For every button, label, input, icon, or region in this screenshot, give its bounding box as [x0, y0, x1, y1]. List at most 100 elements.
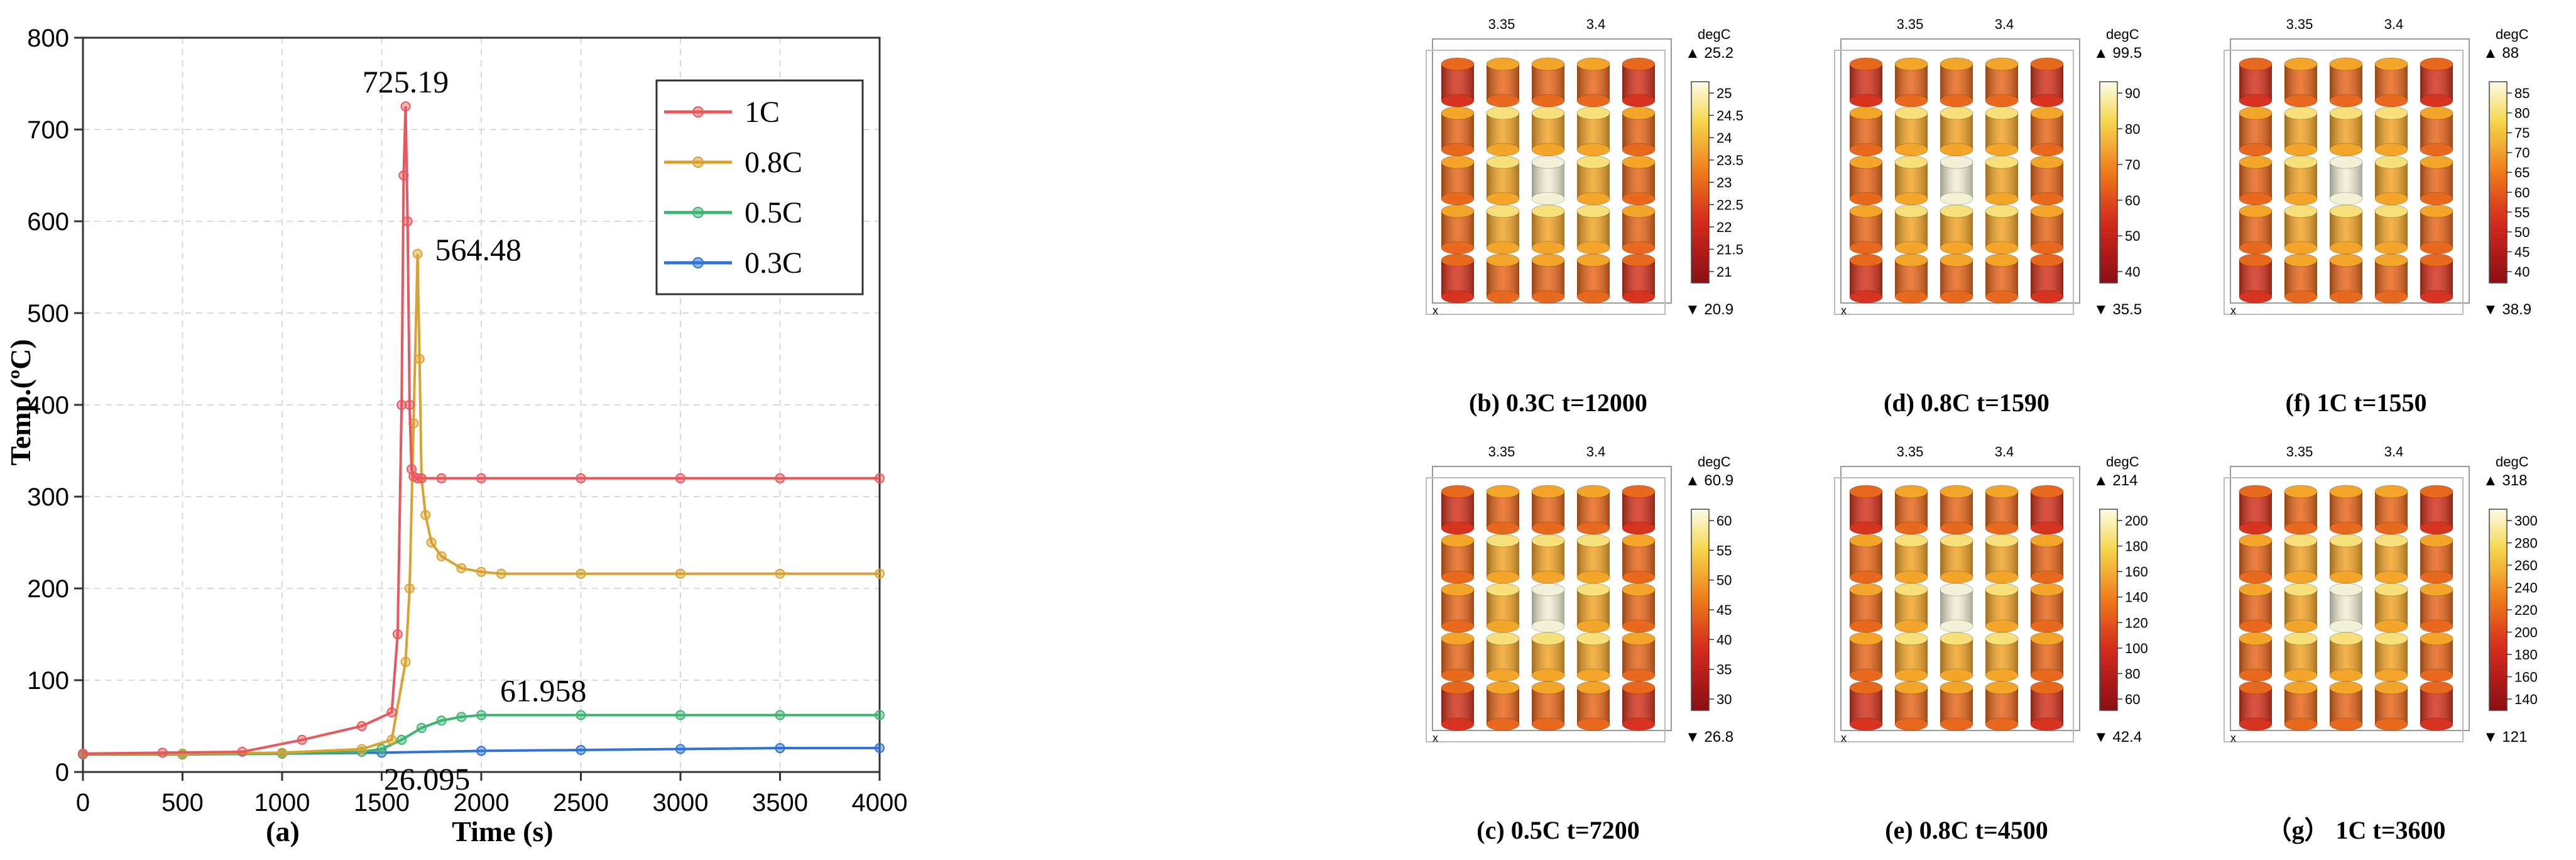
cell-top — [2374, 583, 2408, 597]
cell-bottom — [1622, 241, 1656, 255]
battery-cell — [1940, 681, 1973, 731]
colorbar-tick-label: 45 — [2514, 244, 2530, 260]
cell-top — [2420, 681, 2453, 695]
battery-cell — [1531, 583, 1565, 633]
cell-bottom — [2374, 570, 2408, 584]
cell-top — [1985, 155, 2019, 169]
battery-cell — [1441, 681, 1475, 731]
battery-cell — [1622, 632, 1656, 682]
cell-bottom — [1849, 668, 1883, 682]
battery-cell — [2420, 204, 2453, 255]
battery-cell — [1849, 632, 1883, 682]
cell-bottom — [1849, 290, 1883, 304]
cell-top — [2420, 57, 2453, 71]
colorbar-tick-label: 60 — [2514, 185, 2530, 201]
cell-bottom — [1894, 570, 1928, 584]
cell-top — [1849, 632, 1883, 646]
cell-bottom — [1531, 570, 1565, 584]
cell-bottom — [1894, 619, 1928, 633]
cell-bottom — [1894, 241, 1928, 255]
data-point — [396, 734, 407, 745]
cell-bottom — [1441, 619, 1475, 633]
cell-bottom — [1486, 143, 1520, 157]
cell-top — [1486, 253, 1520, 267]
cell-bottom — [1940, 143, 1973, 157]
x-tick-label: 3000 — [653, 789, 709, 817]
battery-cell — [2284, 253, 2318, 304]
cell-bottom — [2030, 619, 2064, 633]
y-tick-label: 200 — [27, 575, 69, 603]
battery-cell — [1441, 534, 1475, 584]
cell-bottom — [1441, 717, 1475, 731]
cell-top — [1940, 155, 1973, 169]
cell-bottom — [2030, 717, 2064, 731]
x-tick-label: 2500 — [553, 789, 609, 817]
cell-top — [1849, 485, 1883, 499]
cell-top — [2374, 632, 2408, 646]
battery-cell — [2030, 485, 2064, 535]
cell-top — [1531, 155, 1565, 169]
colorbar-max-label: ▲ 88 — [2483, 45, 2519, 62]
cell-top — [2420, 485, 2453, 499]
battery-cell — [1940, 204, 1973, 255]
colorbar-tick-label: 22.5 — [1716, 197, 1744, 213]
battery-cell — [1531, 485, 1565, 535]
cell-top — [1940, 106, 1973, 120]
legend-label: 0.3C — [745, 246, 802, 280]
colorbar-min-label: ▼ 38.9 — [2483, 301, 2531, 318]
cell-bottom — [1576, 143, 1610, 157]
battery-cell — [2420, 681, 2453, 731]
cell-top — [1985, 57, 2019, 71]
cell-top — [2030, 155, 2064, 169]
cell-top — [2374, 106, 2408, 120]
cell-top — [2030, 253, 2064, 267]
axis-tick-label: 3.4 — [2384, 444, 2404, 460]
cell-top — [1486, 204, 1520, 218]
battery-cell — [1622, 534, 1656, 584]
cell-top — [2239, 583, 2273, 597]
x-tick-label: 2000 — [454, 789, 510, 817]
battery-cell — [1531, 57, 1565, 108]
data-point — [416, 473, 427, 483]
colorbar — [1691, 509, 1710, 711]
cell-top — [2239, 204, 2273, 218]
colorbar-tick-label: 30 — [1716, 692, 1732, 707]
data-point — [356, 721, 367, 731]
module-frame — [1432, 466, 1672, 731]
cell-top — [1531, 57, 1565, 71]
battery-cell — [1622, 204, 1656, 255]
cell-top — [2374, 204, 2408, 218]
cell-bottom — [2420, 94, 2453, 108]
data-point — [775, 568, 785, 579]
axis-letter: x — [1841, 304, 1847, 317]
battery-cell — [1531, 204, 1565, 255]
battery-cell — [1849, 485, 1883, 535]
battery-cell — [1441, 485, 1475, 535]
battery-cell — [1622, 57, 1656, 108]
colorbar-tick-label: 40 — [1716, 632, 1732, 648]
data-point — [675, 744, 685, 754]
battery-cell — [1441, 57, 1475, 108]
cell-top — [1894, 681, 1928, 695]
cell-top — [2239, 681, 2273, 695]
module-frame-back — [1426, 50, 1666, 315]
colorbar-tick-label: 100 — [2125, 641, 2148, 656]
cell-top — [1940, 632, 1973, 646]
cell-bottom — [2420, 668, 2453, 682]
cell-bottom — [2030, 94, 2064, 108]
battery-module — [1834, 38, 2080, 315]
cell-top — [1576, 681, 1610, 695]
cell-top — [2374, 155, 2408, 169]
cell-top — [2284, 583, 2318, 597]
colorbar — [2489, 509, 2508, 711]
data-point — [420, 510, 431, 521]
y-tick-label: 100 — [27, 667, 69, 695]
cell-top — [2284, 534, 2318, 548]
data-point — [675, 473, 685, 483]
cell-bottom — [1849, 717, 1883, 731]
x-tick-label: 1500 — [354, 789, 410, 817]
cell-bottom — [2329, 94, 2363, 108]
cell-bottom — [2030, 143, 2064, 157]
cell-top — [1622, 681, 1656, 695]
cell-bottom — [2239, 521, 2273, 535]
